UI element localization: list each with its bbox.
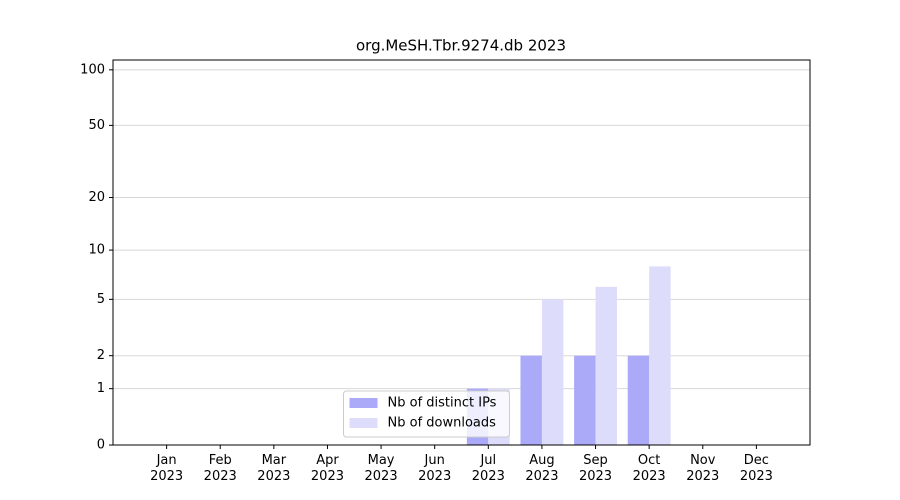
y-tick-label: 2 xyxy=(97,348,105,363)
bar xyxy=(627,355,650,445)
x-tick-label: Aug 2023 xyxy=(525,453,559,484)
chart-title: org.MeSH.Tbr.9274.db 2023 xyxy=(356,37,566,55)
legend-swatch xyxy=(349,398,378,408)
x-tick-label: Mar 2023 xyxy=(257,453,291,484)
legend-swatch xyxy=(349,418,378,428)
bar xyxy=(649,266,671,445)
x-tick-label: Dec 2023 xyxy=(739,453,773,484)
x-tick-label: Feb 2023 xyxy=(203,453,237,484)
legend-box xyxy=(343,390,510,438)
x-tick-label: May 2023 xyxy=(364,453,398,484)
x-tick-label: Sep 2023 xyxy=(578,453,613,484)
y-tick-label: 10 xyxy=(88,243,105,258)
x-tick-label: Jan 2023 xyxy=(150,453,184,484)
y-tick-label: 0 xyxy=(97,438,105,453)
plot-frame xyxy=(112,59,811,446)
y-tick-label: 20 xyxy=(88,190,105,205)
bar xyxy=(595,286,617,445)
x-tick-label: Jul 2023 xyxy=(471,453,505,484)
y-tick-label: 100 xyxy=(80,62,105,77)
y-tick-label: 1 xyxy=(97,381,105,396)
legend-label: Nb of distinct IPs xyxy=(388,396,497,411)
x-tick-label: Nov 2023 xyxy=(686,453,720,484)
bar xyxy=(574,355,596,445)
x-tick-label: Apr 2023 xyxy=(310,453,344,484)
x-tick-label: Jun 2023 xyxy=(418,453,452,484)
y-tick-label: 5 xyxy=(97,292,105,307)
bar xyxy=(520,355,542,445)
bar xyxy=(541,299,564,445)
legend: Nb of distinct IPs Nb of downloads xyxy=(343,390,510,438)
x-tick-label: Oct 2023 xyxy=(632,453,666,484)
y-tick-label: 50 xyxy=(88,118,105,133)
legend-label: Nb of downloads xyxy=(388,416,497,431)
